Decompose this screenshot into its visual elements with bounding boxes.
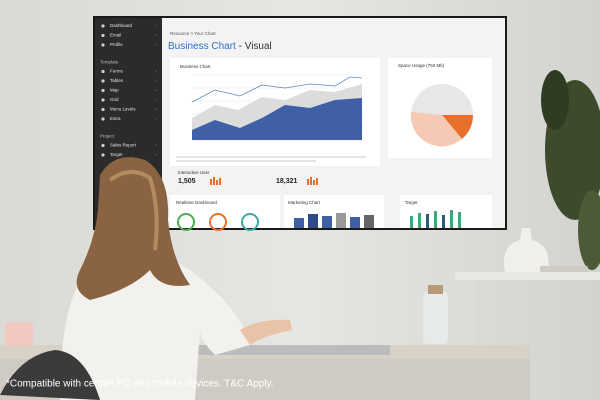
page-title: Business Chart - Visual [168, 41, 272, 52]
card-title: Marketing Chart [288, 200, 321, 205]
title-suffix: - Visual [236, 41, 272, 52]
arm [240, 319, 292, 345]
text-line [176, 160, 316, 162]
gauges [177, 213, 259, 231]
menu-icon [101, 79, 105, 83]
pie-slice [442, 115, 474, 139]
bottle [423, 292, 448, 344]
target-bars [410, 210, 461, 228]
menu-icon [101, 117, 105, 121]
vase [504, 228, 549, 272]
menu-item: Grid [110, 97, 119, 102]
dish [540, 266, 588, 272]
mini-bars [210, 177, 318, 185]
menu-item: Map [110, 88, 119, 93]
menu-icon [101, 98, 105, 102]
stat: 1,505 [178, 178, 196, 185]
menu-item: Menu Levels [110, 107, 136, 112]
menu-heading: Template [100, 60, 119, 65]
market-bars [294, 213, 374, 228]
menu-icon [101, 153, 105, 157]
menu-icon [101, 107, 105, 112]
shelf-leg [470, 280, 475, 360]
shelf [455, 272, 600, 280]
menu-arrow: › [155, 143, 157, 148]
breadcrumb: Resource > Your Chart [170, 31, 216, 36]
menu-icon [101, 88, 105, 93]
menu-heading: Project [100, 134, 115, 139]
title: Business Chart [168, 41, 236, 52]
menu-item: Tables [110, 78, 124, 83]
menu-item: Profile [110, 42, 123, 47]
card-title: Business Chart [180, 64, 211, 69]
menu-item: Sales Report [110, 143, 137, 148]
label: Interactive User [178, 170, 210, 175]
sidebar-items: Dashboard › Email › Profile › Template Forms › Ta… [100, 23, 157, 157]
line [191, 76, 363, 103]
bottle-cap [428, 285, 443, 294]
menu-item: Email [110, 33, 121, 38]
menu-item: Dashboard [110, 23, 133, 28]
menu-icon [101, 24, 105, 28]
menu-arrow: › [155, 107, 157, 112]
menu-item: Forms [110, 69, 123, 74]
keyboard [175, 345, 390, 355]
stat: 18,321 [276, 178, 298, 185]
menu-icon [101, 43, 105, 47]
chair [0, 350, 100, 400]
text-line [176, 156, 366, 158]
caption: *Compatible with certain PC and mobile d… [6, 379, 274, 390]
pie-slice [410, 112, 462, 147]
hair-highlight [108, 170, 159, 251]
card-title: Target [405, 200, 418, 205]
menu-arrow: › [155, 69, 157, 74]
card [400, 195, 492, 228]
menu-item: Target [110, 152, 123, 157]
menu-arrow: › [155, 33, 157, 38]
menu-arrow: › [155, 97, 157, 102]
menu-arrow: › [155, 42, 157, 47]
cup [5, 322, 33, 346]
area-blue [192, 98, 362, 140]
menu-icon [101, 69, 105, 74]
card-title: Space Usage (750 Mb) [398, 63, 445, 68]
menu-icon [101, 143, 105, 148]
menu-arrow: › [155, 88, 157, 93]
menu-arrow: › [155, 116, 157, 121]
menu-icon [101, 33, 105, 38]
menu-item: Extra [110, 116, 121, 121]
card-title: Realtime Dashboard [176, 200, 218, 205]
menu-arrow: › [155, 23, 157, 28]
menu-arrow: › [155, 152, 157, 157]
menu-arrow: › [155, 78, 157, 83]
plant [541, 70, 600, 270]
hair [76, 157, 190, 300]
